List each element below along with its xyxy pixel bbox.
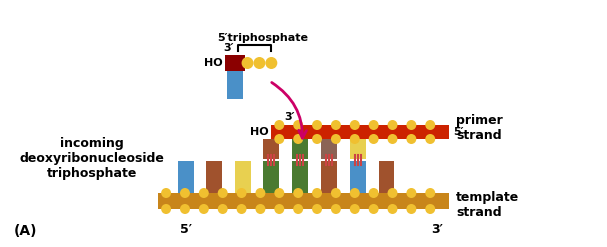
FancyBboxPatch shape [225,55,245,71]
Ellipse shape [387,134,398,144]
FancyBboxPatch shape [263,139,279,159]
Ellipse shape [426,120,435,130]
Text: 5′triphosphate: 5′triphosphate [217,33,308,43]
Ellipse shape [407,120,416,130]
Ellipse shape [426,188,435,198]
Ellipse shape [242,57,254,69]
Ellipse shape [331,188,341,198]
Ellipse shape [293,120,303,130]
Ellipse shape [368,134,379,144]
Ellipse shape [293,134,303,144]
Ellipse shape [312,120,322,130]
Ellipse shape [274,134,284,144]
Ellipse shape [350,204,360,214]
Ellipse shape [161,188,171,198]
Ellipse shape [426,134,435,144]
Ellipse shape [312,134,322,144]
Text: 3′: 3′ [431,223,443,236]
Text: 3′: 3′ [223,43,234,53]
Ellipse shape [387,120,398,130]
Ellipse shape [331,120,341,130]
Ellipse shape [312,204,322,214]
Ellipse shape [274,188,284,198]
Ellipse shape [218,204,228,214]
Ellipse shape [387,188,398,198]
Ellipse shape [407,188,416,198]
Ellipse shape [312,188,322,198]
Ellipse shape [180,204,190,214]
Text: primer
strand: primer strand [456,114,503,142]
Ellipse shape [293,204,303,214]
Ellipse shape [254,57,265,69]
Ellipse shape [218,188,228,198]
FancyBboxPatch shape [379,161,395,193]
Ellipse shape [407,134,416,144]
FancyBboxPatch shape [350,161,365,193]
FancyArrowPatch shape [272,82,307,138]
Ellipse shape [237,204,246,214]
FancyBboxPatch shape [158,193,449,209]
FancyBboxPatch shape [235,161,251,193]
FancyBboxPatch shape [226,71,243,99]
Ellipse shape [331,134,341,144]
Ellipse shape [256,188,265,198]
Ellipse shape [350,120,360,130]
FancyBboxPatch shape [292,139,308,159]
Ellipse shape [368,120,379,130]
Ellipse shape [265,57,277,69]
Ellipse shape [274,204,284,214]
Text: 5′: 5′ [180,223,192,236]
Ellipse shape [199,188,209,198]
Ellipse shape [237,188,246,198]
Text: template
strand: template strand [456,191,520,219]
Ellipse shape [368,204,379,214]
FancyBboxPatch shape [292,161,308,193]
Ellipse shape [407,204,416,214]
Ellipse shape [256,204,265,214]
Ellipse shape [368,188,379,198]
Ellipse shape [199,204,209,214]
Text: HO: HO [249,127,268,137]
Ellipse shape [387,204,398,214]
Text: 3′: 3′ [284,112,294,122]
Ellipse shape [350,188,360,198]
Ellipse shape [274,120,284,130]
Text: (A): (A) [14,224,38,238]
Ellipse shape [161,204,171,214]
Ellipse shape [180,188,190,198]
Ellipse shape [350,134,360,144]
FancyBboxPatch shape [178,161,194,193]
FancyBboxPatch shape [321,139,337,159]
Ellipse shape [331,204,341,214]
Text: HO: HO [204,58,223,68]
Ellipse shape [426,204,435,214]
FancyBboxPatch shape [350,139,365,159]
FancyBboxPatch shape [263,161,279,193]
FancyBboxPatch shape [271,125,449,139]
Ellipse shape [293,188,303,198]
Text: 5′: 5′ [453,127,464,137]
Text: incoming
deoxyribonucleoside
triphosphate: incoming deoxyribonucleoside triphosphat… [19,137,164,180]
FancyBboxPatch shape [206,161,222,193]
FancyBboxPatch shape [321,161,337,193]
